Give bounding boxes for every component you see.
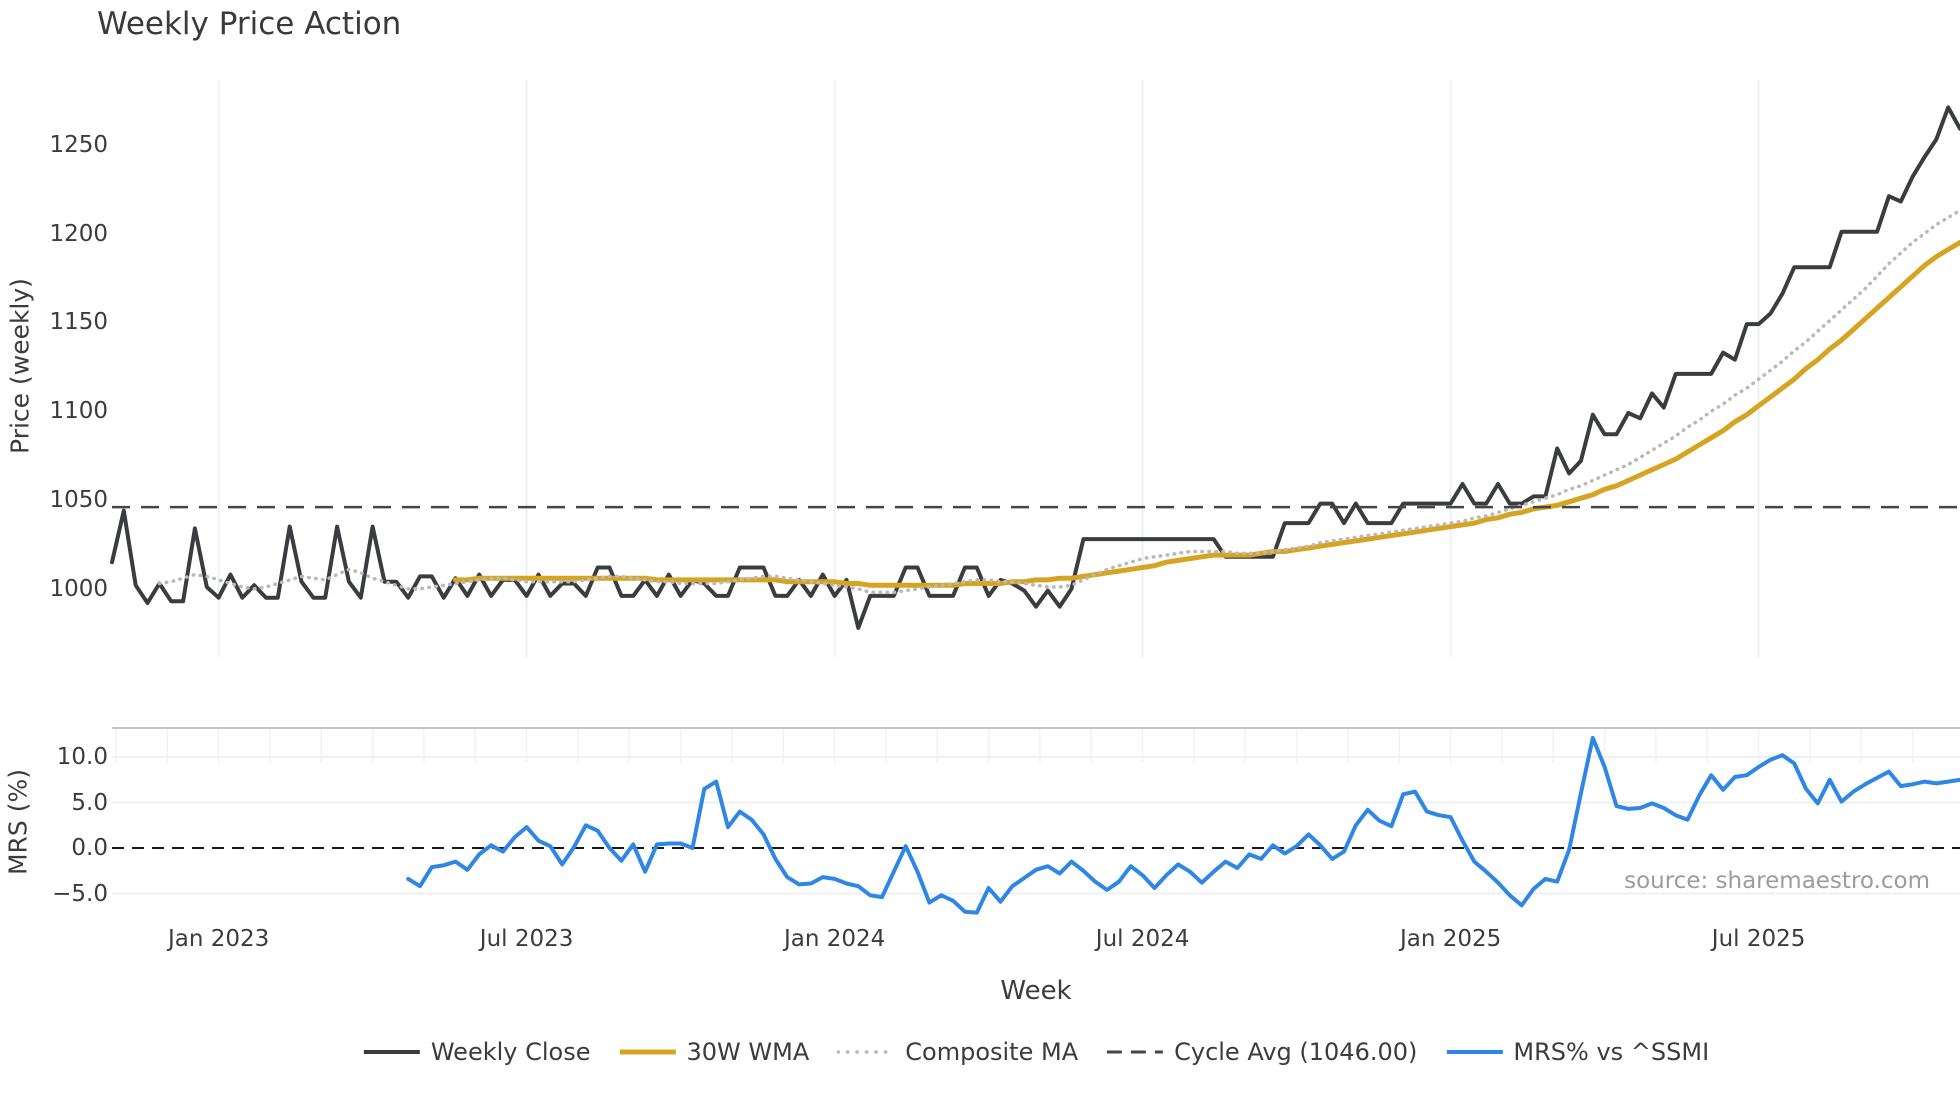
x-tick-Jan-2024: Jan 2024: [783, 926, 886, 952]
week-axis-label: Week: [1000, 976, 1072, 1006]
legend-swatch-icon: [1446, 1050, 1503, 1054]
mrs-ytick-10: 10.0: [56, 744, 108, 770]
legend-item-composite-ma: Composite MA: [837, 1038, 1078, 1066]
legend-item-cycle-avg-1046-00-: Cycle Avg (1046.00): [1106, 1038, 1417, 1066]
x-tick-Jul-2023: Jul 2023: [479, 926, 574, 952]
mrs-ytick--5: −5.0: [52, 880, 108, 907]
series-line-30w-wma: [453, 239, 1960, 588]
price-ytick-1150: 1150: [49, 309, 108, 336]
price-ytick-1050: 1050: [49, 487, 108, 513]
legend-swatch-icon: [837, 1050, 896, 1054]
legend-swatch-icon: [1107, 1050, 1164, 1054]
legend-label: Weekly Close: [430, 1038, 591, 1066]
x-tick-Jan-2023: Jan 2023: [167, 926, 270, 952]
x-tick-Jul-2024: Jul 2024: [1095, 926, 1190, 952]
series-line-weekly-close: [110, 105, 1960, 630]
price-axis-label: Price (weekly): [5, 278, 35, 454]
legend-swatch-icon: [363, 1050, 420, 1054]
series-line-composite-ma: [157, 208, 1960, 595]
legend-swatch-icon: [619, 1049, 676, 1055]
legend: Weekly Close 30W WMA Composite MA Cycle Avg…: [363, 1038, 1709, 1066]
price-ytick-1100: 1100: [49, 398, 108, 425]
legend-label: MRS% vs ^SSMI: [1513, 1038, 1710, 1066]
mrs-ytick-5: 5.0: [71, 789, 108, 816]
price-ytick-1200: 1200: [49, 220, 108, 247]
source-note: source: sharemaestro.com: [1624, 868, 1930, 894]
chart-title: Weekly Price Action: [97, 6, 402, 42]
legend-item-mrs-vs-ssmi: MRS% vs ^SSMI: [1445, 1038, 1709, 1066]
legend-label: Composite MA: [905, 1038, 1079, 1066]
legend-item-30w-wma: 30W WMA: [619, 1038, 810, 1066]
x-tick-Jan-2025: Jan 2025: [1399, 926, 1502, 952]
legend-label: 30W WMA: [686, 1038, 810, 1066]
mrs-ytick-0: 0.0: [71, 835, 108, 861]
price-ytick-1250: 1250: [49, 131, 108, 158]
price-ytick-1000: 1000: [49, 575, 108, 602]
series-line-mrs-vs-ssmi: [406, 735, 1960, 915]
x-tick-Jul-2025: Jul 2025: [1711, 926, 1806, 952]
legend-item-weekly-close: Weekly Close: [363, 1038, 591, 1066]
legend-label: Cycle Avg (1046.00): [1174, 1038, 1418, 1066]
